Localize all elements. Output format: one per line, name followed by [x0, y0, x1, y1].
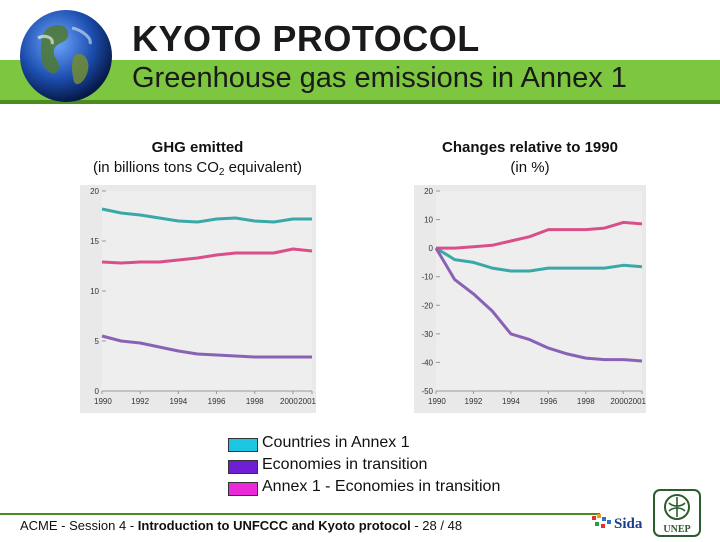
title-divider — [0, 100, 720, 104]
x-tick-label: 1996 — [539, 397, 557, 406]
series-line-1 — [101, 207, 312, 224]
x-tick-label: 1996 — [208, 397, 226, 406]
series-line-1 — [435, 246, 643, 273]
series-line-3 — [434, 247, 643, 363]
y-tick-label: -50 — [421, 387, 433, 396]
x-tick-label: 1994 — [169, 397, 187, 406]
series-line-3 — [101, 334, 312, 359]
y-tick-label: -10 — [421, 273, 433, 282]
legend-swatch — [228, 460, 258, 474]
y-tick-label: 15 — [90, 237, 99, 246]
slide-subtitle: Greenhouse gas emissions in Annex 1 — [132, 62, 627, 94]
title-band — [0, 0, 720, 60]
y-tick-label: 10 — [424, 216, 433, 225]
left-chart-header: GHG emitted (in billions tons CO2 equiva… — [60, 138, 335, 183]
legend-label: Economies in transition — [262, 456, 428, 473]
y-tick-label: 10 — [90, 287, 99, 296]
left-chart-title: GHG emitted — [151, 139, 244, 156]
footer-text: ACME - Session 4 - Introduction to UNFCC… — [20, 518, 463, 533]
y-tick-label: 20 — [424, 187, 433, 196]
legend-label: Countries in Annex 1 — [262, 434, 410, 451]
series-line-2 — [101, 247, 313, 265]
right-chart-unit: (in %) — [510, 159, 550, 176]
x-tick-label: 1990 — [428, 397, 446, 406]
globe-icon — [20, 10, 112, 102]
right-chart-header: Changes relative to 1990 (in %) — [410, 138, 650, 178]
y-tick-label: -30 — [421, 330, 433, 339]
unep-text: UNEP — [663, 524, 690, 535]
slide-title: KYOTO PROTOCOL — [132, 18, 480, 59]
left-chart-unit: (in billions tons CO2 equivalent) — [92, 159, 302, 178]
x-tick-label: 1998 — [246, 397, 264, 406]
y-tick-label: 0 — [429, 244, 434, 253]
legend-label: Annex 1 - Economies in transition — [262, 478, 501, 495]
sida-icon — [592, 514, 611, 528]
y-tick-label: 20 — [90, 187, 99, 196]
legend-swatch — [228, 438, 258, 452]
x-tick-label: 1992 — [131, 397, 149, 406]
y-tick-label: -40 — [421, 358, 433, 367]
x-tick-label: 1992 — [465, 397, 483, 406]
x-tick-label: 1998 — [577, 397, 595, 406]
x-tick-label: 1994 — [502, 397, 520, 406]
y-tick-label: 5 — [95, 337, 100, 346]
x-tick-label: 2000 — [610, 397, 628, 406]
x-tick-label: 2000 — [280, 397, 298, 406]
right-chart-title: Changes relative to 1990 — [442, 139, 618, 156]
unep-logo: UNEP — [653, 489, 701, 537]
y-tick-label: 0 — [95, 387, 100, 396]
x-tick-label: 1990 — [94, 397, 112, 406]
legend-swatch — [228, 482, 258, 496]
x-tick-label: 2001 — [298, 397, 316, 406]
sida-logo: Sida — [592, 514, 642, 533]
subtitle-band — [0, 60, 720, 100]
footer-bar — [0, 513, 600, 542]
y-tick-label: -20 — [421, 301, 433, 310]
x-tick-label: 2001 — [628, 397, 646, 406]
series-line-2 — [436, 220, 643, 250]
